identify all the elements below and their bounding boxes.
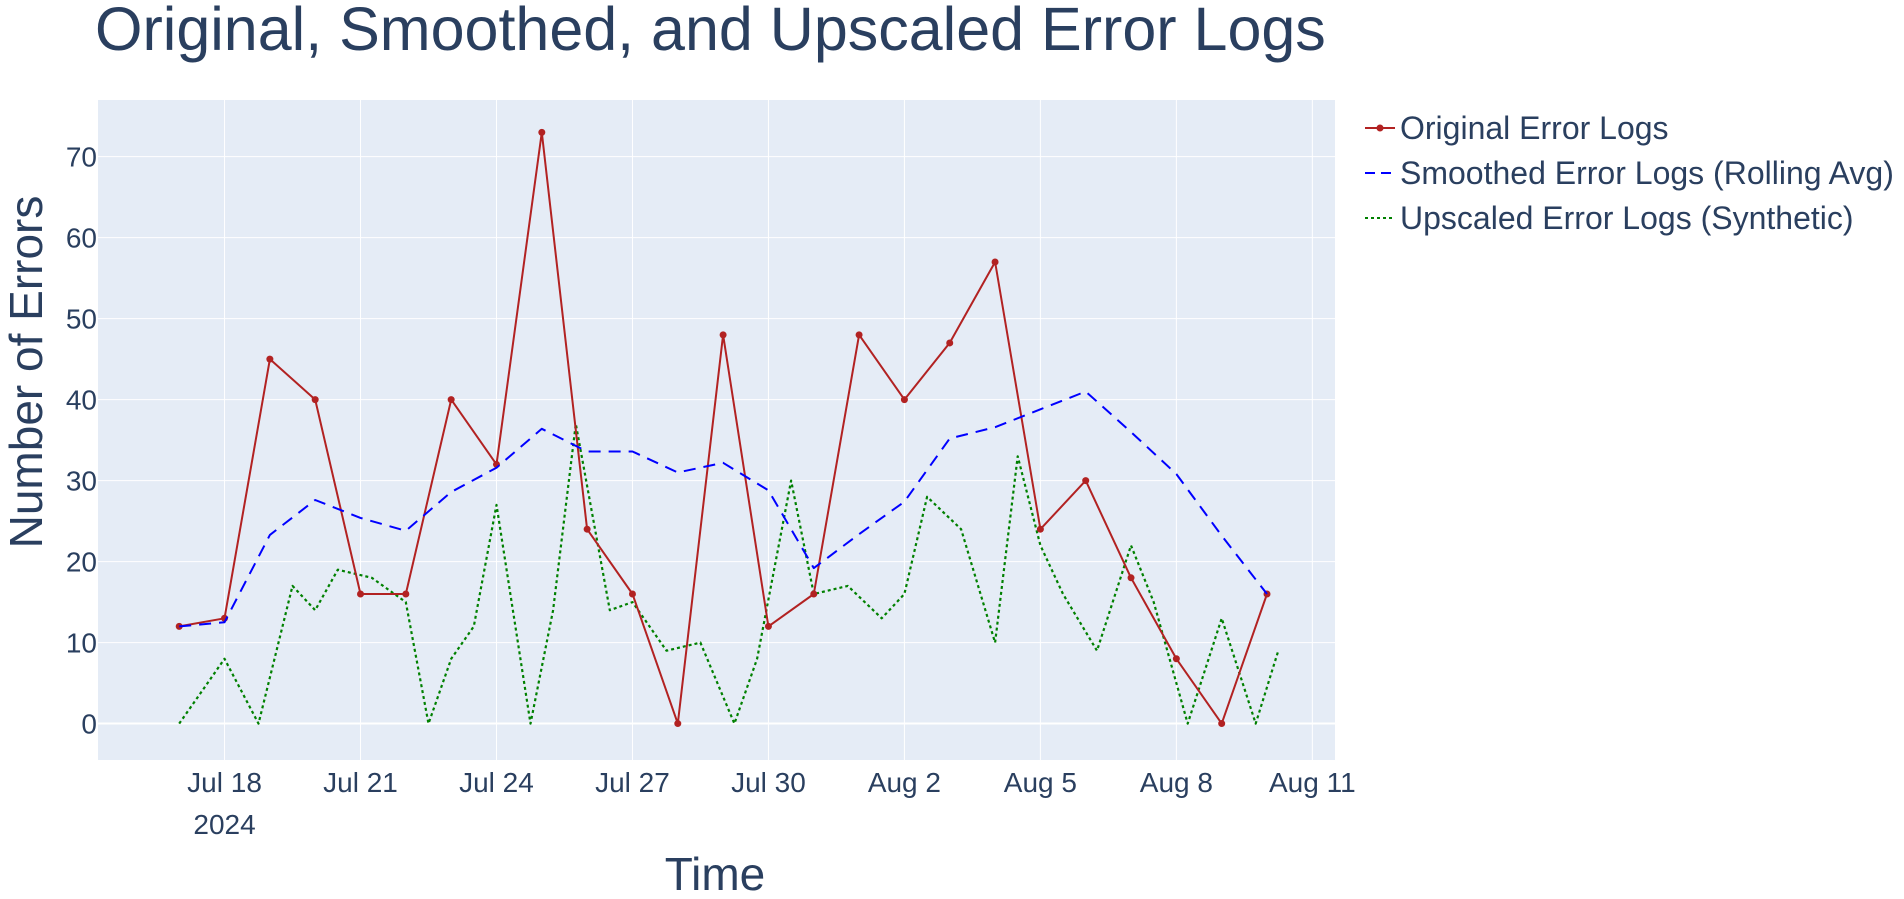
y-tick-label: 40 xyxy=(66,385,97,416)
data-point xyxy=(900,396,908,404)
series-layer xyxy=(175,128,1280,728)
data-point xyxy=(266,355,274,363)
y-tick-label: 60 xyxy=(66,223,97,254)
plot-area xyxy=(98,100,1335,760)
x-tick-label: Aug 11 xyxy=(1269,767,1356,798)
data-point xyxy=(357,590,365,598)
y-tick-label: 20 xyxy=(66,547,97,578)
data-point xyxy=(991,258,999,266)
data-point xyxy=(311,396,319,404)
data-point xyxy=(1172,655,1180,663)
x-tick-label: Jul 21 xyxy=(323,767,398,798)
legend-item[interactable]: Upscaled Error Logs (Synthetic) xyxy=(1365,200,1854,236)
x-tick-label: Jul 30 xyxy=(731,767,806,798)
y-tick-label: 0 xyxy=(81,709,97,740)
data-point xyxy=(674,720,682,728)
y-tick-label: 10 xyxy=(66,628,97,659)
legend-label: Upscaled Error Logs (Synthetic) xyxy=(1400,200,1854,236)
data-point xyxy=(764,622,772,630)
x-tick-year-label: 2024 xyxy=(193,809,255,840)
y-tick-label: 50 xyxy=(66,304,97,335)
data-point xyxy=(447,396,455,404)
data-point xyxy=(583,525,591,533)
legend-label: Smoothed Error Logs (Rolling Avg) xyxy=(1400,155,1894,191)
data-point xyxy=(1218,720,1226,728)
x-tick-label: Aug 2 xyxy=(868,767,941,798)
data-point xyxy=(810,590,818,598)
data-point xyxy=(628,590,636,598)
legend-item[interactable]: Original Error Logs xyxy=(1365,110,1669,146)
data-point xyxy=(946,339,954,347)
data-point xyxy=(1127,574,1135,582)
legend-marker xyxy=(1376,124,1384,132)
data-point xyxy=(1036,525,1044,533)
data-point xyxy=(402,590,410,598)
x-axis-ticks: Jul 18 2024 Jul 21 Jul 24 Jul 27 Jul 30 Aug 2 A… xyxy=(187,767,1355,840)
y-tick-label: 30 xyxy=(66,466,97,497)
data-point xyxy=(1082,477,1090,485)
legend[interactable]: Original Error Logs Smoothed Error Logs (… xyxy=(1365,110,1894,236)
x-tick-label: Aug 5 xyxy=(1004,767,1077,798)
legend-item[interactable]: Smoothed Error Logs (Rolling Avg) xyxy=(1365,155,1894,191)
y-axis-title: Number of Errors xyxy=(0,196,52,549)
y-axis-ticks: 0 10 20 30 40 50 60 70 xyxy=(66,142,97,740)
data-point xyxy=(538,128,546,136)
series-line-1 xyxy=(179,390,1268,628)
legend-label: Original Error Logs xyxy=(1400,110,1669,146)
x-tick-label: Jul 24 xyxy=(459,767,534,798)
chart-title: Original, Smoothed, and Upscaled Error L… xyxy=(95,0,1326,63)
y-tick-label: 70 xyxy=(66,142,97,173)
x-axis-title: Time xyxy=(665,848,766,899)
x-tick-label: Aug 8 xyxy=(1140,767,1213,798)
x-tick-label: Jul 27 xyxy=(595,767,670,798)
x-tick-label: Jul 18 xyxy=(187,767,262,798)
data-point xyxy=(855,331,863,339)
data-point xyxy=(719,331,727,339)
